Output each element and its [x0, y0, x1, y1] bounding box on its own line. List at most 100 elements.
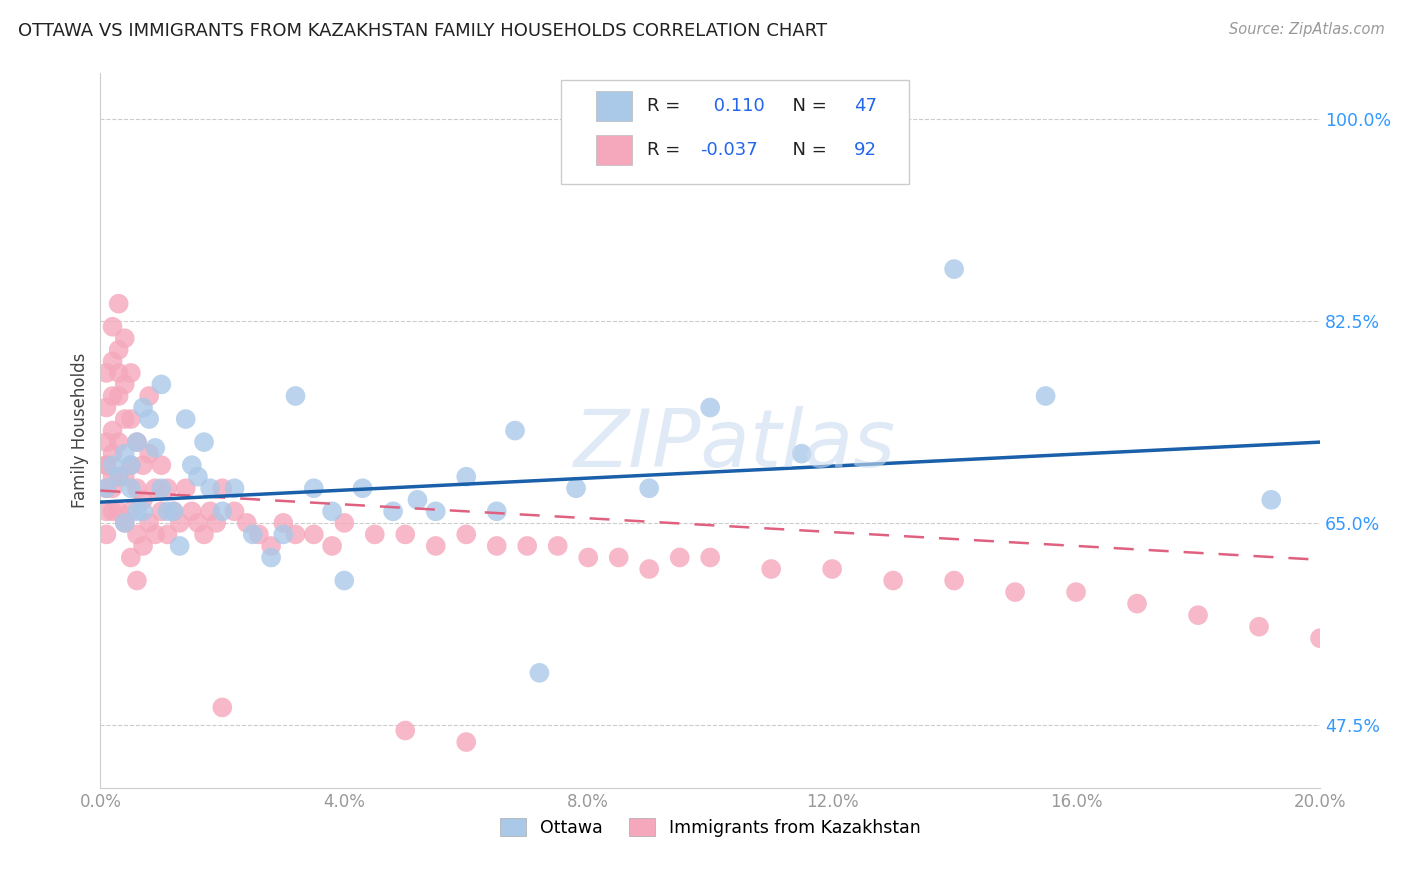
Point	[96, 366, 118, 380]
Point	[638, 481, 661, 495]
Point	[162, 504, 184, 518]
Point	[125, 481, 148, 495]
Text: -0.037: -0.037	[700, 141, 758, 159]
Text: Source: ZipAtlas.com: Source: ZipAtlas.com	[1229, 22, 1385, 37]
Point	[101, 481, 124, 495]
Point	[193, 527, 215, 541]
Point	[638, 562, 661, 576]
Point	[96, 527, 118, 541]
Point	[114, 516, 136, 530]
Point	[107, 296, 129, 310]
Point	[107, 366, 129, 380]
Point	[107, 389, 129, 403]
Point	[114, 412, 136, 426]
Point	[242, 527, 264, 541]
Text: R =: R =	[647, 141, 686, 159]
Point	[101, 319, 124, 334]
Point	[198, 504, 221, 518]
Text: N =: N =	[780, 141, 832, 159]
Point	[284, 527, 307, 541]
Text: 0.110: 0.110	[707, 97, 765, 115]
Point	[101, 389, 124, 403]
Point	[668, 550, 690, 565]
Point	[211, 504, 233, 518]
Point	[485, 539, 508, 553]
Point	[174, 412, 197, 426]
Point	[101, 504, 124, 518]
Point	[156, 481, 179, 495]
Point	[607, 550, 630, 565]
Point	[101, 354, 124, 368]
Point	[187, 469, 209, 483]
Point	[180, 504, 202, 518]
Point	[138, 412, 160, 426]
Point	[96, 504, 118, 518]
Point	[456, 735, 478, 749]
Point	[699, 401, 721, 415]
Point	[120, 458, 142, 473]
Point	[96, 458, 118, 473]
Point	[302, 481, 325, 495]
Point	[1247, 620, 1270, 634]
Point	[132, 504, 155, 518]
Point	[271, 527, 294, 541]
Point	[150, 504, 173, 518]
Point	[943, 574, 966, 588]
Legend: Ottawa, Immigrants from Kazakhstan: Ottawa, Immigrants from Kazakhstan	[494, 811, 928, 844]
Point	[333, 574, 356, 588]
Point	[138, 447, 160, 461]
FancyBboxPatch shape	[596, 135, 633, 165]
Point	[180, 458, 202, 473]
Point	[699, 550, 721, 565]
Point	[485, 504, 508, 518]
Point	[125, 504, 148, 518]
Point	[156, 504, 179, 518]
Point	[107, 343, 129, 357]
Point	[1035, 389, 1057, 403]
Point	[114, 377, 136, 392]
Point	[406, 492, 429, 507]
Point	[150, 481, 173, 495]
Point	[565, 481, 588, 495]
Point	[125, 435, 148, 450]
Point	[132, 458, 155, 473]
Point	[224, 504, 246, 518]
Point	[162, 504, 184, 518]
Y-axis label: Family Households: Family Households	[72, 353, 89, 508]
Point	[138, 516, 160, 530]
Point	[211, 481, 233, 495]
Point	[125, 435, 148, 450]
Point	[224, 481, 246, 495]
Text: OTTAWA VS IMMIGRANTS FROM KAZAKHSTAN FAMILY HOUSEHOLDS CORRELATION CHART: OTTAWA VS IMMIGRANTS FROM KAZAKHSTAN FAM…	[18, 22, 827, 40]
Point	[198, 481, 221, 495]
Point	[1187, 608, 1209, 623]
Point	[321, 539, 343, 553]
Point	[759, 562, 782, 576]
FancyBboxPatch shape	[561, 80, 910, 184]
Point	[132, 492, 155, 507]
Point	[138, 389, 160, 403]
Point	[1260, 492, 1282, 507]
Point	[101, 424, 124, 438]
Point	[271, 516, 294, 530]
Point	[101, 458, 124, 473]
Point	[107, 469, 129, 483]
Text: R =: R =	[647, 97, 686, 115]
Point	[107, 504, 129, 518]
Point	[120, 550, 142, 565]
Point	[101, 469, 124, 483]
Point	[120, 412, 142, 426]
Point	[260, 539, 283, 553]
Point	[132, 539, 155, 553]
Point	[1126, 597, 1149, 611]
Point	[790, 447, 813, 461]
Point	[143, 481, 166, 495]
Point	[120, 458, 142, 473]
Point	[529, 665, 551, 680]
Point	[174, 481, 197, 495]
Point	[114, 331, 136, 345]
Point	[1064, 585, 1087, 599]
Point	[425, 504, 447, 518]
Point	[364, 527, 387, 541]
Point	[125, 527, 148, 541]
